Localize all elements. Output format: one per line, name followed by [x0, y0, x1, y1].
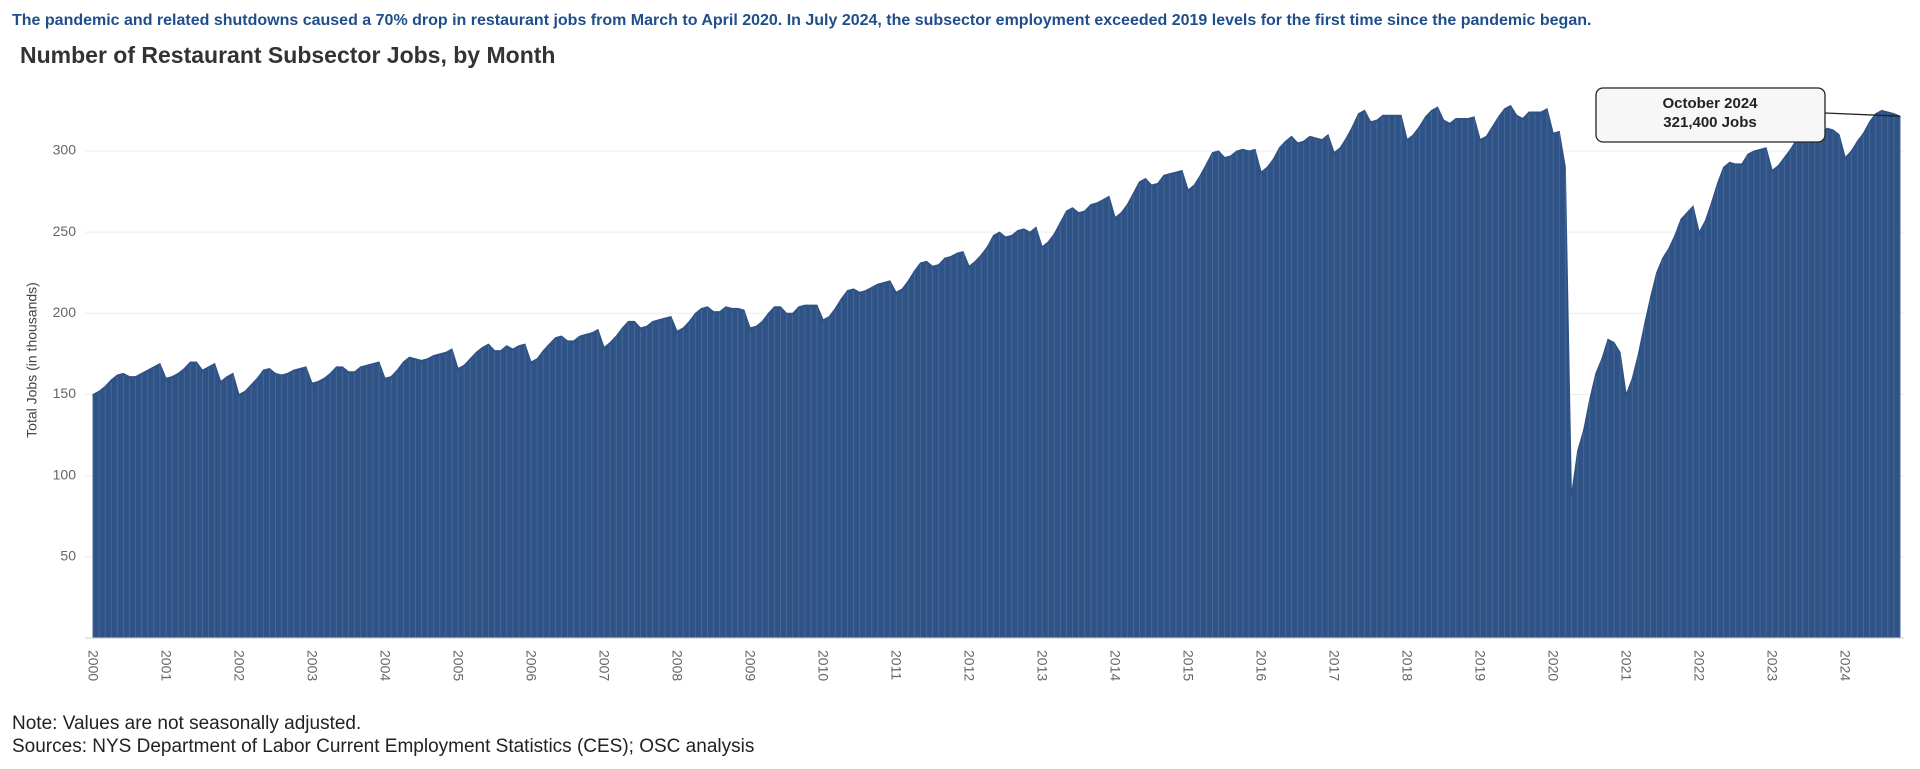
- x-tick-label: 2011: [888, 650, 904, 680]
- annotation: October 2024 321,400 Jobs: [1595, 87, 1901, 143]
- y-axis-title: Total Jobs (in thousands): [24, 282, 40, 438]
- x-tick-label: 2020: [1545, 650, 1561, 681]
- annotation-box: [1595, 87, 1826, 143]
- chart-title: Number of Restaurant Subsector Jobs, by …: [20, 42, 555, 68]
- note: Note: Values are not seasonally adjusted…: [12, 713, 361, 734]
- annotation-leader: [1824, 112, 1901, 117]
- x-tick-label: 2014: [1107, 650, 1123, 681]
- area: [92, 104, 1901, 639]
- annotation-label: 321,400 Jobs: [1663, 114, 1756, 131]
- x-tick-label: 2009: [742, 650, 758, 681]
- y-tick-label: 150: [53, 385, 77, 401]
- x-tick-label: 2016: [1253, 650, 1269, 681]
- x-tick-label: 2006: [523, 650, 539, 681]
- chart-subtitle: The pandemic and related shutdowns cause…: [12, 12, 1591, 29]
- annotation-title: October 2024: [1662, 95, 1758, 112]
- x-tick-label: 2010: [815, 650, 831, 681]
- y-tick-label: 200: [53, 304, 77, 320]
- x-tick-label: 2000: [85, 650, 101, 681]
- x-tick-label: 2002: [231, 650, 247, 681]
- x-tick-label: 2008: [669, 650, 685, 681]
- x-tick-label: 2017: [1326, 650, 1342, 681]
- x-tick-label: 2019: [1472, 650, 1488, 681]
- x-tick-label: 2018: [1399, 650, 1415, 681]
- x-tick-label: 2003: [304, 650, 320, 681]
- x-tick-label: 2004: [377, 650, 393, 681]
- x-tick-label: 2012: [961, 650, 977, 681]
- source: Sources: NYS Department of Labor Current…: [12, 736, 754, 757]
- y-tick-label: 100: [53, 466, 77, 482]
- y-tick-label: 250: [53, 223, 77, 239]
- x-tick-label: 2001: [158, 650, 174, 681]
- x-tick-label: 2015: [1180, 650, 1196, 681]
- x-tick-label: 2022: [1692, 650, 1708, 681]
- plot-area: 50 100 150 200 250 300 2000 2001 2002 2003 2004 200…: [53, 104, 1904, 681]
- x-tick-label: 2021: [1619, 650, 1635, 681]
- x-tick-label: 2005: [450, 650, 466, 681]
- x-tick-label: 2024: [1838, 650, 1854, 681]
- x-tick-label: 2023: [1765, 650, 1781, 681]
- x-tick-label: 2007: [596, 650, 612, 681]
- y-tick-label: 50: [60, 548, 76, 564]
- x-tick-label: 2013: [1034, 650, 1050, 681]
- y-tick-label: 300: [53, 142, 77, 158]
